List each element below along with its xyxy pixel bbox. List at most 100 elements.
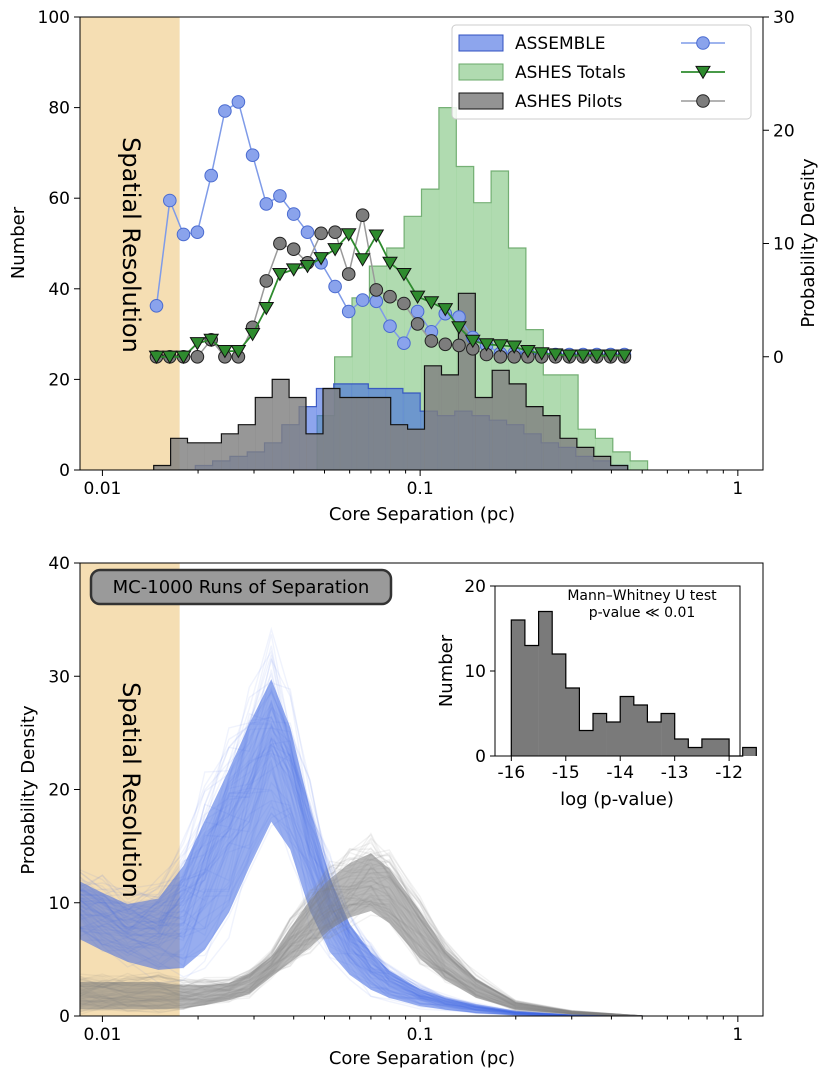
histogram-bar xyxy=(560,438,578,470)
data-point xyxy=(452,338,466,353)
inset-x-tick-label: -16 xyxy=(497,763,525,783)
y-right-tick-label: 0 xyxy=(773,348,784,368)
data-point xyxy=(588,349,605,363)
data-point xyxy=(355,208,370,222)
inset-histogram-bar xyxy=(524,645,539,756)
data-point xyxy=(369,294,384,309)
data-point xyxy=(327,243,343,257)
histogram-bar xyxy=(492,370,510,470)
histogram-bar xyxy=(543,415,561,470)
histogram-bar xyxy=(289,397,307,470)
inset-histogram-bar xyxy=(511,620,526,756)
data-point xyxy=(341,267,356,281)
data-point xyxy=(328,279,342,294)
histogram-bar xyxy=(407,429,425,470)
legend-label: ASHES Pilots xyxy=(515,92,623,112)
y-tick-label: 60 xyxy=(48,189,70,209)
y-tick-label: 20 xyxy=(48,370,70,390)
spatial-resolution-band xyxy=(80,17,180,470)
y-right-axis-label: Probability Density xyxy=(798,158,819,328)
data-point xyxy=(300,225,315,239)
histogram-bar xyxy=(323,388,341,470)
inset-histogram-bar xyxy=(538,611,553,756)
histogram-bar xyxy=(576,447,595,470)
inset-histogram-outline xyxy=(510,610,757,757)
data-point xyxy=(382,256,398,271)
inset-y-tick-label: 10 xyxy=(464,662,486,682)
x-axis-label: Core Separation (pc) xyxy=(329,1048,515,1069)
x-tick-label: 0.01 xyxy=(83,1025,121,1045)
histogram-bar xyxy=(238,424,256,470)
spatial-resolution-label: Spatial Resolution xyxy=(117,137,145,353)
data-point xyxy=(259,197,274,211)
data-point xyxy=(451,321,467,335)
inset-x-tick-label: -14 xyxy=(606,763,634,783)
histogram-bar xyxy=(306,433,324,470)
data-point xyxy=(397,336,411,351)
data-point xyxy=(231,95,246,109)
data-point xyxy=(245,148,260,162)
legend-patch xyxy=(458,34,504,52)
plot-area-bottom xyxy=(80,563,643,1016)
y-tick-label: 0 xyxy=(59,461,70,481)
y-axis-label: Number xyxy=(8,206,29,279)
inset-histogram-bar xyxy=(701,739,716,756)
data-point xyxy=(218,104,232,118)
inset-x-tick-label: -12 xyxy=(715,763,743,783)
density-line-ashes-totals xyxy=(148,228,633,365)
data-point xyxy=(506,340,523,354)
data-point xyxy=(410,317,425,331)
data-point xyxy=(602,349,619,363)
histogram-bar xyxy=(204,442,222,470)
x-axis-label: Core Separation (pc) xyxy=(329,504,515,525)
data-point xyxy=(369,283,384,297)
data-point xyxy=(423,296,440,310)
histogram-bar xyxy=(526,406,544,470)
data-point xyxy=(492,339,509,353)
data-point xyxy=(190,225,205,239)
data-point xyxy=(396,268,412,282)
data-point xyxy=(230,345,247,359)
histogram-bar xyxy=(509,383,527,470)
mc-run-line xyxy=(80,650,643,1016)
mc-density-band xyxy=(80,679,643,1016)
data-point xyxy=(328,225,342,239)
data-point xyxy=(478,338,495,352)
histogram-bar xyxy=(373,397,391,470)
data-point xyxy=(217,345,233,359)
data-point xyxy=(314,226,328,241)
histogram-bar xyxy=(610,465,628,470)
data-point xyxy=(273,236,287,251)
y-tick-label: 40 xyxy=(48,554,70,574)
data-point xyxy=(244,328,261,342)
data-point xyxy=(354,253,371,267)
histogram-bar xyxy=(441,374,459,470)
legend-marker xyxy=(695,65,711,80)
plot-area-top xyxy=(80,17,649,470)
y-right-tick-label: 30 xyxy=(773,8,795,28)
y-tick-label: 100 xyxy=(38,8,70,28)
inset-histogram-bar xyxy=(688,747,703,756)
annotation-text: MC-1000 Runs of Separation xyxy=(113,577,370,598)
data-point xyxy=(397,296,411,311)
legend-marker xyxy=(696,36,710,50)
histogram-bar xyxy=(272,379,290,470)
data-point xyxy=(161,350,178,365)
inset-histogram-bar xyxy=(661,713,675,756)
data-point xyxy=(149,299,164,313)
histogram-bar xyxy=(630,460,648,470)
data-point xyxy=(561,349,578,363)
data-point xyxy=(547,348,564,362)
legend-patch xyxy=(458,63,504,81)
x-tick-label: 0.01 xyxy=(83,479,121,499)
inset-histogram-bar xyxy=(633,705,648,756)
x-tick-label: 0.1 xyxy=(407,1025,434,1045)
legend-box xyxy=(451,24,752,120)
inset-x-axis-label: log (p-value) xyxy=(560,789,674,810)
mc-run-line xyxy=(80,851,643,1016)
data-point xyxy=(299,260,316,274)
histogram-bar xyxy=(170,438,188,470)
data-point xyxy=(148,350,165,365)
data-point xyxy=(286,242,301,256)
